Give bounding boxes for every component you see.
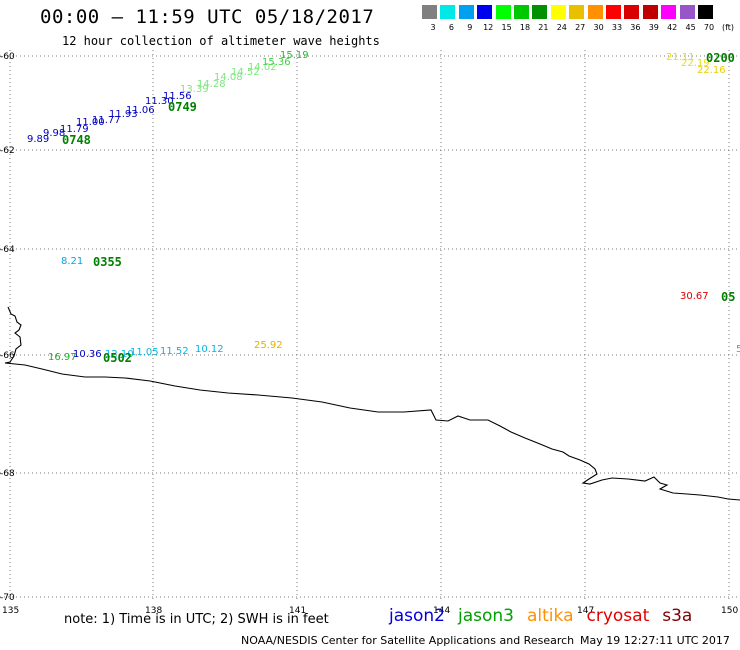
pass-time-label: 0200 <box>706 51 735 65</box>
map-subtitle: 12 hour collection of altimeter wave hei… <box>62 34 380 48</box>
pass-time-label: 0749 <box>168 100 197 114</box>
scale-label: 15 <box>501 23 512 32</box>
scale-label: 21 <box>538 23 549 32</box>
scale-label: 27 <box>575 23 586 32</box>
map-grid: -60 -62 -64 -66 -68 -70 135 138 141 144 147 150 <box>0 50 740 616</box>
scale-swatch <box>587 5 603 19</box>
scale-swatch <box>624 5 640 19</box>
wave-height-label: 14.02 <box>248 62 277 73</box>
scale-label: 45 <box>685 23 696 32</box>
wave-height-label: 11.56 <box>163 91 192 102</box>
pass-time-label: 0355 <box>93 255 122 269</box>
wave-height-label: 14.52 <box>231 67 260 78</box>
scale-swatch <box>532 5 548 19</box>
scale-swatch <box>440 5 456 19</box>
wave-height-label: 10.36 <box>73 349 102 360</box>
footer-note: note: 1) Time is in UTC; 2) SWH is in fe… <box>64 612 329 627</box>
wave-height-label: 8.21 <box>61 256 83 267</box>
satellite-legend-item: s3a <box>662 606 693 626</box>
scale-swatch <box>698 5 713 19</box>
latitude-tick-label: -62 <box>0 146 15 156</box>
scale-swatch <box>458 5 474 19</box>
satellite-tracks: 9.899.9811.7911.0011.7711.9311.0611.3011… <box>27 50 740 365</box>
scale-swatch <box>642 5 658 19</box>
scale-label: 70 <box>703 23 715 32</box>
scale-label: 12 <box>483 23 494 32</box>
wave-height-label: 13.39 <box>180 84 209 95</box>
satellite-legend-item: cryosat <box>586 606 650 626</box>
longitude-tick-label: 144 <box>433 606 450 616</box>
latitude-tick-label: -64 <box>0 245 15 255</box>
wave-height-label: 15.19 <box>280 50 309 61</box>
scale-swatch <box>661 5 677 19</box>
scale-label: 42 <box>667 23 678 32</box>
wave-height-label: 9.89 <box>27 134 49 145</box>
scale-label: 24 <box>556 23 567 32</box>
wave-height-label: 9.98 <box>43 128 65 139</box>
wave-height-label: 21.11 <box>666 52 695 63</box>
wave-height-label: 11.93 <box>109 109 138 120</box>
latitude-tick-label: -70 <box>0 593 15 603</box>
wave-height-label: 22.16 <box>697 65 726 76</box>
scale-label: 39 <box>648 23 659 32</box>
longitude-tick-label: 150 <box>721 606 738 616</box>
wave-height-label: 16.97 <box>48 352 77 363</box>
wave-height-label: 10.12 <box>195 344 224 355</box>
scale-swatch <box>550 5 566 19</box>
scale-swatch <box>679 5 695 19</box>
scale-label: 6 <box>448 23 454 32</box>
longitude-tick-label: 141 <box>289 606 306 616</box>
wave-height-label: 14.08 <box>214 72 243 83</box>
pass-time-label: 0748 <box>62 133 91 147</box>
wave-height-label: 22.19 <box>681 58 710 69</box>
wave-height-label: 11.77 <box>92 115 121 126</box>
scale-swatch <box>477 5 493 19</box>
wave-height-label: 11.30 <box>145 96 174 107</box>
scale-label: 33 <box>611 23 623 32</box>
wave-height-label: 5 <box>736 344 740 355</box>
scale-label: 9 <box>467 23 473 32</box>
scale-label: 3 <box>430 23 436 32</box>
wave-height-label: 25.92 <box>254 340 283 351</box>
longitude-tick-label: 135 <box>2 606 19 616</box>
scale-label: 36 <box>630 23 641 32</box>
scale-swatch <box>569 5 585 19</box>
wave-height-label: 11.05 <box>130 347 159 358</box>
wave-height-label: 11.52 <box>160 346 189 357</box>
longitude-tick-label: 147 <box>577 606 594 616</box>
scale-label: 30 <box>593 23 604 32</box>
scale-unit: (ft) <box>721 23 735 32</box>
scale-swatch <box>514 5 529 19</box>
wave-height-label: 11.00 <box>76 117 105 128</box>
latitude-tick-label: -60 <box>0 52 15 62</box>
wave-height-label: 14.28 <box>197 79 226 90</box>
satellite-legend: jason2 jason3 altika cryosat s3a <box>389 606 705 626</box>
generation-timestamp: May 19 12:27:11 UTC 2017 <box>580 634 730 647</box>
satellite-legend-item: jason2 <box>389 606 445 626</box>
antarctic-coastline <box>4 306 740 501</box>
satellite-legend-item: jason3 <box>458 606 514 626</box>
scale-label: 18 <box>519 23 531 32</box>
longitude-tick-label: 138 <box>145 606 162 616</box>
wave-height-label: 11.06 <box>126 105 155 116</box>
wave-height-label: 12.10 <box>105 349 134 360</box>
wave-height-label: 11.79 <box>60 124 89 135</box>
latitude-tick-label: -66 <box>0 351 15 361</box>
scale-swatch <box>422 5 437 19</box>
scale-swatch <box>606 5 621 19</box>
scale-swatch <box>495 5 511 19</box>
pass-time-label: 05 <box>721 290 735 304</box>
wave-height-label: 15.36 <box>262 57 291 68</box>
latitude-tick-label: -68 <box>0 469 15 479</box>
credit-line: NOAA/NESDIS Center for Satellite Applica… <box>241 634 575 647</box>
satellite-legend-item: altika <box>527 606 574 626</box>
map-title: 00:00 – 11:59 UTC 05/18/2017 <box>40 6 375 28</box>
wave-height-label: 30.67 <box>680 291 709 302</box>
pass-time-label: 0502 <box>103 351 132 365</box>
